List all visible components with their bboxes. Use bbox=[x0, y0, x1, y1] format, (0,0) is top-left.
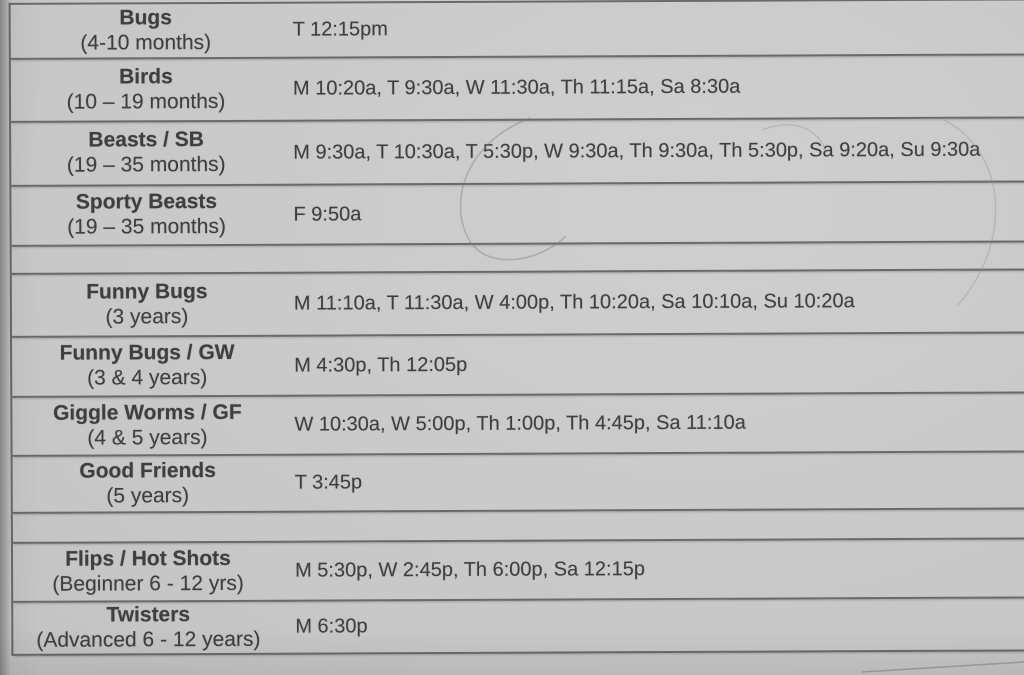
class-times: F 9:50a bbox=[293, 202, 362, 226]
class-name: Beasts / SB bbox=[88, 128, 205, 152]
class-times: M 11:10a, T 11:30a, W 4:00p, Th 10:20a, … bbox=[293, 290, 855, 315]
class-name-cell: Sporty Beasts (19 – 35 months) bbox=[11, 186, 281, 245]
class-age-range: (3 & 4 years) bbox=[87, 366, 208, 390]
class-age-range: (4-10 months) bbox=[80, 30, 212, 55]
schedule-table-wrapper: Bugs (4-10 months) T 12:15pm Birds (10 –… bbox=[8, 0, 1024, 656]
schedule-row: Good Friends (5 years) T 3:45p bbox=[12, 452, 1024, 514]
class-times: T 3:45p bbox=[294, 471, 363, 494]
class-name-cell: Birds (10 – 19 months) bbox=[11, 59, 281, 121]
class-name: Twisters bbox=[106, 602, 191, 627]
schedule-row: Beasts / SB (19 – 35 months) M 9:30a, T … bbox=[11, 118, 1024, 187]
class-age-range: (19 – 35 months) bbox=[67, 214, 226, 239]
schedule-row: Funny Bugs (3 years) M 11:10a, T 11:30a,… bbox=[11, 270, 1024, 338]
paper-left-edge-shadow bbox=[0, 0, 10, 675]
class-times: M 4:30p, Th 12:05p bbox=[294, 353, 468, 377]
class-age-range: (10 – 19 months) bbox=[66, 89, 226, 114]
class-name: Good Friends bbox=[79, 458, 216, 483]
class-times: M 9:30a, T 10:30a, T 5:30p, W 9:30a, Th … bbox=[293, 138, 981, 164]
schedule-row: Bugs (4-10 months) T 12:15pm bbox=[10, 0, 1024, 60]
class-age-range: (Advanced 6 - 12 years) bbox=[36, 627, 261, 652]
spacer-row bbox=[12, 509, 1024, 544]
class-name: Sporty Beasts bbox=[75, 190, 218, 214]
class-name-cell: Giggle Worms / GF (4 & 5 years) bbox=[12, 397, 282, 455]
class-name: Bugs bbox=[119, 5, 172, 30]
class-times: M 5:30p, W 2:45p, Th 6:00p, Sa 12:15p bbox=[295, 558, 645, 582]
schedule-row: Flips / Hot Shots (Beginner 6 - 12 yrs) … bbox=[12, 539, 1024, 603]
class-name-cell: Funny Bugs (3 years) bbox=[12, 274, 282, 336]
class-name-cell: Twisters (Advanced 6 - 12 years) bbox=[13, 602, 283, 654]
class-age-range: (3 years) bbox=[105, 304, 189, 328]
class-times: M 6:30p bbox=[295, 615, 368, 638]
class-name: Funny Bugs / GW bbox=[59, 341, 235, 365]
schedule-row: Twisters (Advanced 6 - 12 years) M 6:30p bbox=[13, 598, 1024, 656]
class-times: W 10:30a, W 5:00p, Th 1:00p, Th 4:45p, S… bbox=[294, 411, 746, 436]
class-age-range: (4 & 5 years) bbox=[87, 425, 208, 450]
class-times: T 12:15pm bbox=[292, 18, 388, 41]
class-name-cell: Funny Bugs / GW (3 & 4 years) bbox=[12, 337, 282, 396]
class-age-range: (19 – 35 months) bbox=[66, 152, 226, 177]
schedule-row: Funny Bugs / GW (3 & 4 years) M 4:30p, T… bbox=[12, 333, 1024, 398]
class-name-cell: Beasts / SB (19 – 35 months) bbox=[11, 122, 281, 185]
spacer-row bbox=[11, 242, 1024, 275]
class-name: Giggle Worms / GF bbox=[52, 400, 242, 425]
class-name: Flips / Hot Shots bbox=[65, 546, 231, 571]
class-age-range: (Beginner 6 - 12 yrs) bbox=[52, 571, 244, 596]
schedule-table: Bugs (4-10 months) T 12:15pm Birds (10 –… bbox=[8, 0, 1024, 656]
schedule-row: Giggle Worms / GF (4 & 5 years) W 10:30a… bbox=[12, 393, 1024, 457]
class-name-cell: Bugs (4-10 months) bbox=[11, 4, 281, 58]
class-name-cell: Flips / Hot Shots (Beginner 6 - 12 yrs) bbox=[13, 543, 283, 601]
class-age-range: (5 years) bbox=[106, 483, 190, 507]
schedule-row: Birds (10 – 19 months) M 10:20a, T 9:30a… bbox=[10, 55, 1024, 123]
class-name-cell: Good Friends (5 years) bbox=[13, 456, 283, 512]
class-times: M 10:20a, T 9:30a, W 11:30a, Th 11:15a, … bbox=[292, 75, 741, 100]
schedule-row: Sporty Beasts (19 – 35 months) F 9:50a bbox=[11, 182, 1024, 247]
class-name: Funny Bugs bbox=[86, 279, 208, 304]
class-name: Birds bbox=[119, 64, 173, 89]
